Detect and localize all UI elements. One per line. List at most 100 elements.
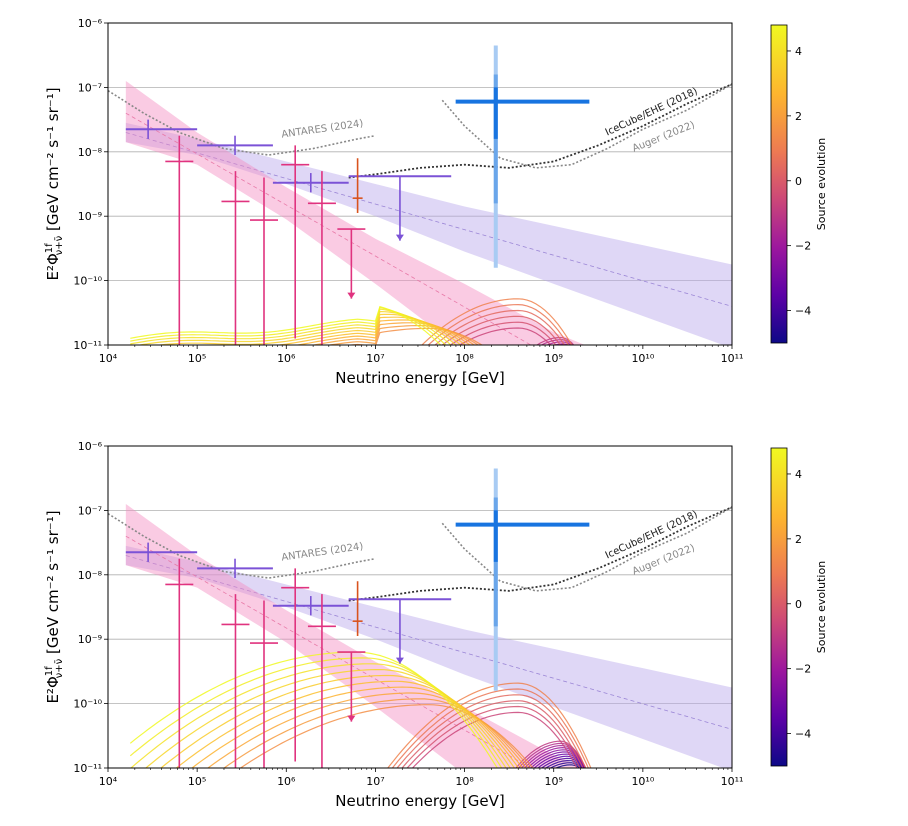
model-curve: [401, 700, 584, 768]
chart-panel-1: ANTARES (2024) IceCube/EHE (2018)Auger (2…: [44, 17, 828, 387]
x-tick-label: 10⁹: [545, 352, 563, 365]
model-curve: [136, 310, 457, 345]
antares-line: [108, 512, 376, 579]
fit-band-purple: [125, 122, 732, 345]
plot-area: [108, 45, 732, 345]
x-tick-label: 10¹⁰: [631, 775, 654, 788]
annotation-auger: Auger (2022): [631, 120, 697, 155]
model-curve: [396, 694, 587, 768]
y-tick-label: 10⁻¹⁰: [73, 275, 102, 288]
model-curve: [554, 764, 582, 768]
y-tick-label: 10⁻¹¹: [73, 339, 102, 352]
y-tick-label: 10⁻⁶: [78, 440, 103, 453]
x-axis-label: Neutrino energy [GeV]: [335, 792, 504, 810]
x-tick-label: 10⁷: [366, 352, 384, 365]
plot-area: [108, 468, 732, 768]
colorbar: [770, 447, 788, 767]
colorbar-tick-label: 0: [795, 175, 802, 188]
pink-arrow: [347, 292, 356, 299]
pink-arrow: [347, 715, 356, 722]
model-curve: [160, 674, 516, 768]
model-curve: [406, 705, 581, 768]
y-axis-label-sup: 1f: [44, 666, 55, 676]
model-curve: [130, 308, 452, 345]
colorbar-tick-label: −2: [795, 663, 811, 676]
y-tick-label: 10⁻⁹: [78, 210, 102, 223]
colorbar-label: Source evolution: [815, 561, 828, 653]
icecube-ehe-line: [348, 506, 732, 602]
model-curve: [273, 316, 467, 345]
y-tick-label: 10⁻¹¹: [73, 762, 102, 775]
y-tick-label: 10⁻¹⁰: [73, 698, 102, 711]
x-tick-label: 10⁶: [277, 352, 296, 365]
model-curve: [449, 321, 557, 345]
model-curve: [129, 651, 498, 768]
y-axis-label-units: [GeV cm⁻² s⁻¹ sr⁻¹]: [44, 510, 62, 658]
model-curve: [535, 336, 575, 345]
x-tick-label: 10¹¹: [721, 352, 744, 365]
colorbar: [770, 24, 788, 344]
purple-arrow: [395, 234, 404, 241]
model-curve: [175, 680, 520, 768]
x-tick-label: 10¹⁰: [631, 352, 654, 365]
model-curve: [458, 327, 552, 345]
fit-band-purple: [125, 545, 732, 768]
annotation-auger: Auger (2022): [631, 543, 697, 578]
chart-panel-2: ANTARES (2024) IceCube/EHE (2018)Auger (2…: [44, 440, 828, 810]
colorbar-label: Source evolution: [815, 138, 828, 230]
x-tick-label: 10⁵: [188, 775, 206, 788]
model-curve: [427, 303, 569, 345]
model-curve: [129, 657, 503, 768]
x-tick-label: 10⁸: [455, 352, 474, 365]
y-tick-label: 10⁻⁷: [78, 81, 102, 94]
model-curve: [441, 315, 562, 345]
colorbar-tick-label: 2: [795, 533, 802, 546]
antares-line: [108, 89, 376, 156]
fit-line-purple: [125, 555, 732, 730]
y-axis-label-sub: ν+ν̄: [54, 235, 65, 255]
x-tick-label: 10⁶: [277, 775, 296, 788]
x-tick-label: 10⁹: [545, 775, 563, 788]
fit-line-purple: [125, 132, 732, 307]
y-tick-label: 10⁻⁸: [78, 569, 103, 582]
colorbar-tick-label: −4: [795, 305, 811, 318]
colorbar-tick-label: 4: [795, 468, 802, 481]
colorbar-tick-label: −2: [795, 240, 811, 253]
colorbar-tick-label: −4: [795, 728, 811, 741]
model-curve: [549, 762, 583, 768]
annotation-antares: ANTARES (2024): [281, 541, 364, 563]
x-axis-label: Neutrino energy [GeV]: [335, 369, 504, 387]
x-tick-label: 10⁴: [99, 352, 118, 365]
y-tick-label: 10⁻⁸: [78, 146, 103, 159]
colorbar-tick-label: 0: [795, 598, 802, 611]
model-curve: [544, 759, 584, 768]
y-axis-label: E²Φ1fν+ν̄ [GeV cm⁻² s⁻¹ sr⁻¹]: [44, 510, 65, 703]
axes-frame: [107, 22, 733, 346]
icecube-ehe-line: [348, 83, 732, 179]
model-curve: [540, 339, 574, 345]
y-tick-label: 10⁻⁶: [78, 17, 103, 30]
y-axis-label-main: E²Φ: [44, 253, 62, 280]
y-axis-label-sup: 1f: [44, 243, 55, 253]
colorbar-tick-label: 2: [795, 110, 802, 123]
model-curve: [144, 668, 511, 768]
x-tick-label: 10⁸: [455, 775, 474, 788]
y-axis-label-sub: ν+ν̄: [54, 658, 65, 678]
x-tick-label: 10¹¹: [721, 775, 744, 788]
y-tick-label: 10⁻⁹: [78, 633, 102, 646]
model-curve: [130, 305, 442, 345]
model-curve: [411, 711, 578, 768]
y-axis-label-main: E²Φ: [44, 676, 62, 703]
annotation-antares: ANTARES (2024): [281, 118, 364, 140]
y-axis-label: E²Φ1fν+ν̄ [GeV cm⁻² s⁻¹ sr⁻¹]: [44, 87, 65, 280]
model-curve: [515, 740, 587, 768]
model-curve: [387, 682, 592, 768]
axes-frame: [107, 445, 733, 769]
y-tick-label: 10⁻⁷: [78, 504, 102, 517]
x-tick-label: 10⁷: [366, 775, 384, 788]
y-axis-label-units: [GeV cm⁻² s⁻¹ sr⁻¹]: [44, 87, 62, 235]
purple-arrow: [395, 657, 404, 664]
x-tick-label: 10⁴: [99, 775, 118, 788]
x-tick-label: 10⁵: [188, 352, 206, 365]
